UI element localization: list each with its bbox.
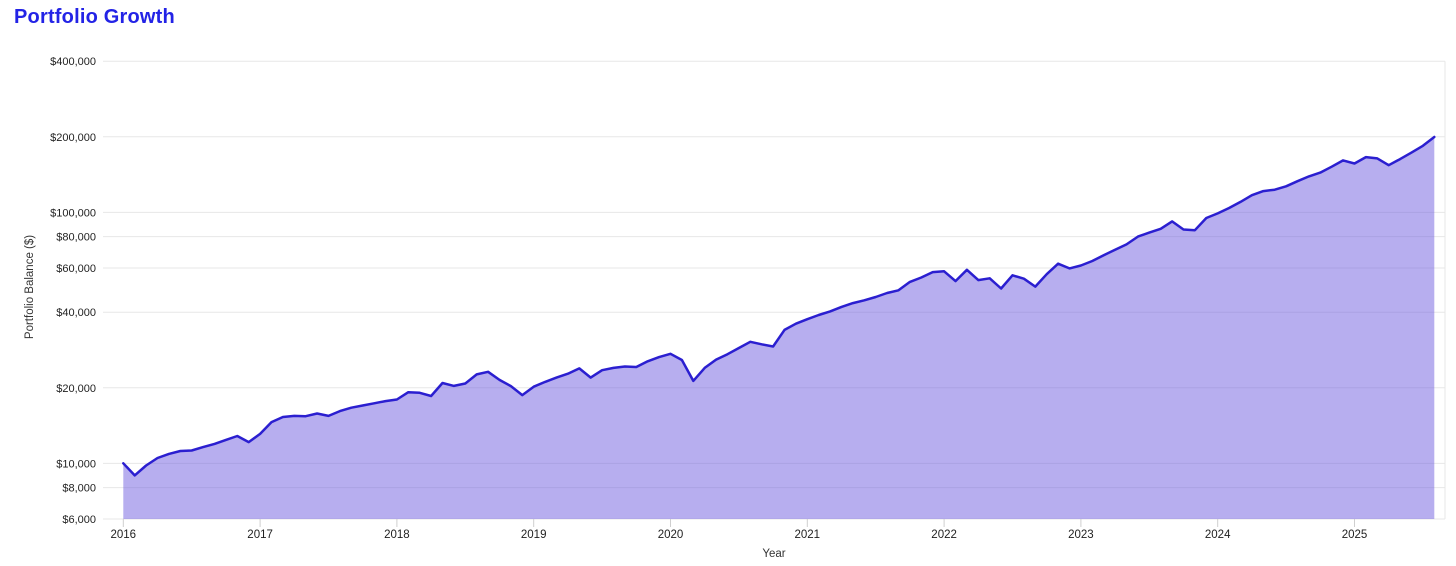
x-tick-label: 2018: [384, 529, 410, 541]
y-tick-label: $20,000: [56, 383, 96, 395]
x-tick-label: 2019: [521, 529, 547, 541]
y-tick-label: $200,000: [50, 132, 96, 144]
portfolio-area-fill: [123, 137, 1435, 519]
x-axis-title: Year: [762, 548, 785, 560]
x-tick-label: 2024: [1205, 529, 1231, 541]
portfolio-line: [122, 135, 1436, 477]
x-tick-label: 2016: [111, 529, 137, 541]
y-axis-title: Portfolio Balance ($): [24, 235, 36, 339]
x-tick-label: 2022: [931, 529, 957, 541]
area-series-layer: [122, 135, 1436, 519]
x-tick-label: 2017: [247, 529, 273, 541]
y-tick-label: $60,000: [56, 263, 96, 275]
y-tick-label: $8,000: [62, 483, 96, 495]
x-tick-label: 2020: [658, 529, 684, 541]
y-tick-label: $10,000: [56, 458, 96, 470]
axis-layer: $400,000 $200,000 $100,000 $80,000 $60,000 $4…: [50, 56, 1367, 541]
x-tick-label: 2021: [795, 529, 821, 541]
y-tick-label: $80,000: [56, 232, 96, 244]
x-tick-label: 2025: [1342, 529, 1368, 541]
x-tick-label: 2023: [1068, 529, 1094, 541]
y-tick-label: $100,000: [50, 207, 96, 219]
y-tick-label: $40,000: [56, 307, 96, 319]
y-tick-label: $400,000: [50, 56, 96, 68]
y-tick-label: $6,000: [62, 514, 96, 526]
page-title: Portfolio Growth: [14, 6, 175, 28]
